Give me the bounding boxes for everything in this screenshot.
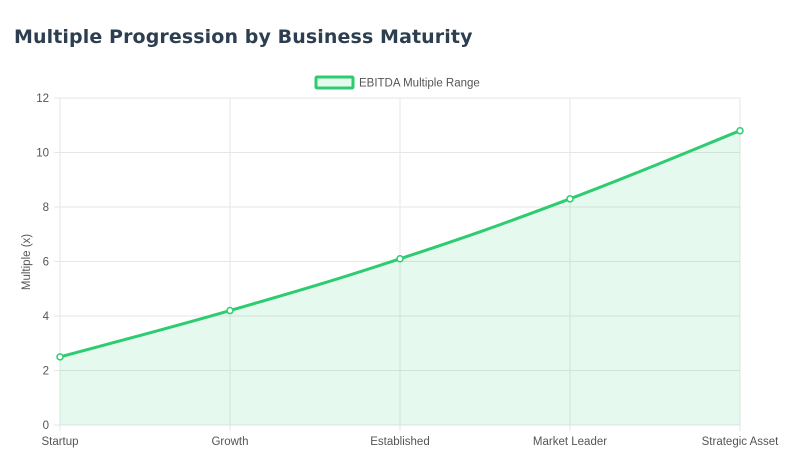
data-point bbox=[737, 128, 743, 134]
legend-swatch[interactable] bbox=[316, 77, 353, 88]
y-tick-label: 2 bbox=[43, 366, 49, 378]
x-tick-label: Established bbox=[370, 436, 429, 448]
legend[interactable]: EBITDA Multiple Range bbox=[316, 77, 480, 90]
x-tick-label: Startup bbox=[41, 436, 78, 448]
x-tick-label: Strategic Asset bbox=[702, 436, 780, 448]
y-tick-label: 4 bbox=[43, 311, 50, 323]
data-point bbox=[57, 354, 63, 360]
data-point bbox=[397, 256, 403, 262]
chart-canvas: 0 2 4 6 8 10 12 Startup Growth Established Market… bbox=[0, 0, 800, 470]
chart-card: Multiple Progression by Business Maturit… bbox=[0, 0, 800, 470]
y-tick-label: 0 bbox=[43, 420, 49, 432]
y-tick-label: 8 bbox=[43, 202, 49, 214]
y-axis-ticks: 0 2 4 6 8 10 12 bbox=[36, 93, 49, 432]
y-tick-label: 6 bbox=[43, 257, 49, 269]
x-axis-ticks: Startup Growth Established Market Leader Str… bbox=[41, 436, 779, 448]
x-tick-label: Market Leader bbox=[533, 436, 607, 448]
data-point bbox=[567, 196, 573, 202]
y-tick-label: 12 bbox=[36, 93, 49, 105]
x-tick-label: Growth bbox=[211, 436, 248, 448]
data-point bbox=[227, 308, 233, 314]
y-axis-title: Multiple (x) bbox=[21, 234, 33, 290]
legend-label[interactable]: EBITDA Multiple Range bbox=[359, 78, 480, 90]
y-tick-label: 10 bbox=[36, 148, 49, 160]
